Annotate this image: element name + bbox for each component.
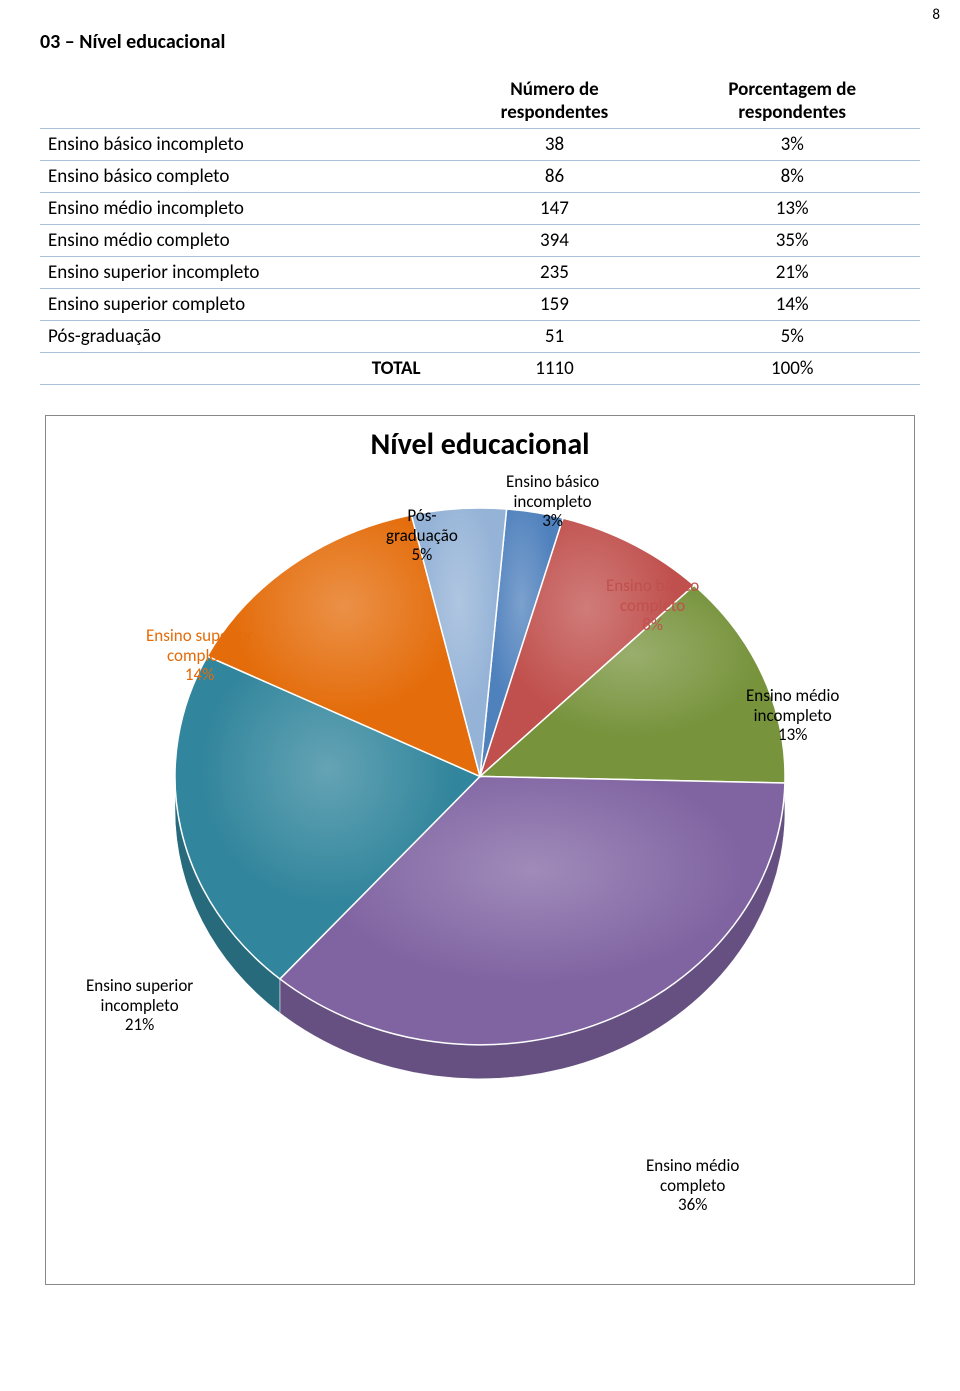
row-label: Ensino básico completo bbox=[40, 161, 445, 193]
row-count: 159 bbox=[445, 289, 665, 321]
slice-label: Ensino médioincompleto13% bbox=[746, 686, 839, 745]
total-count: 1110 bbox=[445, 353, 665, 385]
chart-title: Nível educacional bbox=[46, 426, 914, 463]
table-row: Ensino superior incompleto23521% bbox=[40, 257, 920, 289]
row-pct: 5% bbox=[664, 321, 920, 353]
slice-label: Ensino médiocompleto36% bbox=[646, 1156, 739, 1215]
slice-label: Ensino básicocompleto8% bbox=[606, 576, 699, 635]
row-count: 38 bbox=[445, 129, 665, 161]
slice-label: Ensino superiorincompleto21% bbox=[86, 976, 193, 1035]
table-header-blank bbox=[40, 74, 445, 129]
row-label: Ensino médio incompleto bbox=[40, 193, 445, 225]
row-count: 147 bbox=[445, 193, 665, 225]
table-row: Pós-graduação515% bbox=[40, 321, 920, 353]
table-header-count: Número derespondentes bbox=[445, 74, 665, 129]
pie-chart: Nível educacional Ensino básicoincomplet… bbox=[45, 415, 915, 1285]
row-count: 51 bbox=[445, 321, 665, 353]
row-pct: 14% bbox=[664, 289, 920, 321]
page: 8 03 – Nível educacional Número derespon… bbox=[0, 0, 960, 1391]
row-label: Ensino médio completo bbox=[40, 225, 445, 257]
table-total-row: TOTAL1110100% bbox=[40, 353, 920, 385]
row-count: 394 bbox=[445, 225, 665, 257]
page-number: 8 bbox=[932, 6, 940, 24]
row-count: 86 bbox=[445, 161, 665, 193]
row-label: Pós-graduação bbox=[40, 321, 445, 353]
row-label: Ensino básico incompleto bbox=[40, 129, 445, 161]
table-row: Ensino médio completo39435% bbox=[40, 225, 920, 257]
row-label: Ensino superior incompleto bbox=[40, 257, 445, 289]
total-label: TOTAL bbox=[40, 353, 445, 385]
table-row: Ensino básico completo868% bbox=[40, 161, 920, 193]
row-label: Ensino superior completo bbox=[40, 289, 445, 321]
row-pct: 21% bbox=[664, 257, 920, 289]
row-count: 235 bbox=[445, 257, 665, 289]
table-row: Ensino superior completo15914% bbox=[40, 289, 920, 321]
slice-label: Ensino superiorcompleto14% bbox=[146, 626, 253, 685]
row-pct: 3% bbox=[664, 129, 920, 161]
table-header-row: Número derespondentes Porcentagem deresp… bbox=[40, 74, 920, 129]
total-pct: 100% bbox=[664, 353, 920, 385]
section-title: 03 – Nível educacional bbox=[40, 30, 920, 54]
row-pct: 13% bbox=[664, 193, 920, 225]
table-row: Ensino médio incompleto14713% bbox=[40, 193, 920, 225]
data-table: Número derespondentes Porcentagem deresp… bbox=[40, 74, 920, 385]
table-row: Ensino básico incompleto383% bbox=[40, 129, 920, 161]
table-header-pct: Porcentagem derespondentes bbox=[664, 74, 920, 129]
row-pct: 35% bbox=[664, 225, 920, 257]
row-pct: 8% bbox=[664, 161, 920, 193]
slice-label: Ensino básicoincompleto3% bbox=[506, 472, 599, 531]
slice-label: Pós-graduação5% bbox=[386, 506, 458, 565]
